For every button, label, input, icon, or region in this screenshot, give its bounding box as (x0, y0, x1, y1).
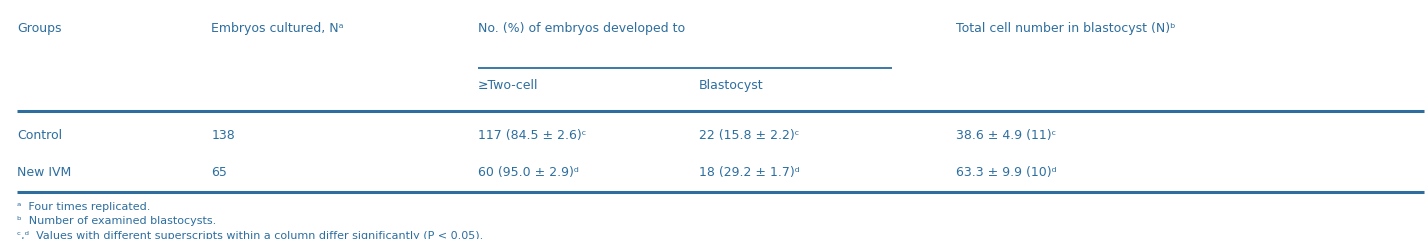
Text: 38.6 ± 4.9 (11)ᶜ: 38.6 ± 4.9 (11)ᶜ (956, 129, 1056, 142)
Text: ᵇ  Number of examined blastocysts.: ᵇ Number of examined blastocysts. (17, 216, 217, 226)
Text: 18 (29.2 ± 1.7)ᵈ: 18 (29.2 ± 1.7)ᵈ (699, 166, 801, 179)
Text: ≥Two-cell: ≥Two-cell (478, 79, 538, 92)
Text: 60 (95.0 ± 2.9)ᵈ: 60 (95.0 ± 2.9)ᵈ (478, 166, 579, 179)
Text: No. (%) of embryos developed to: No. (%) of embryos developed to (478, 22, 685, 34)
Text: Blastocyst: Blastocyst (699, 79, 763, 92)
Text: New IVM: New IVM (17, 166, 71, 179)
Text: ᶜ,ᵈ  Values with different superscripts within a column differ significantly (P : ᶜ,ᵈ Values with different superscripts w… (17, 231, 484, 239)
Text: 22 (15.8 ± 2.2)ᶜ: 22 (15.8 ± 2.2)ᶜ (699, 129, 799, 142)
Text: 63.3 ± 9.9 (10)ᵈ: 63.3 ± 9.9 (10)ᵈ (956, 166, 1057, 179)
Text: Groups: Groups (17, 22, 61, 34)
Text: Control: Control (17, 129, 63, 142)
Text: 117 (84.5 ± 2.6)ᶜ: 117 (84.5 ± 2.6)ᶜ (478, 129, 586, 142)
Text: 138: 138 (211, 129, 235, 142)
Text: Embryos cultured, Nᵃ: Embryos cultured, Nᵃ (211, 22, 344, 34)
Text: ᵃ  Four times replicated.: ᵃ Four times replicated. (17, 202, 150, 212)
Text: 65: 65 (211, 166, 227, 179)
Text: Total cell number in blastocyst (N)ᵇ: Total cell number in blastocyst (N)ᵇ (956, 22, 1176, 34)
